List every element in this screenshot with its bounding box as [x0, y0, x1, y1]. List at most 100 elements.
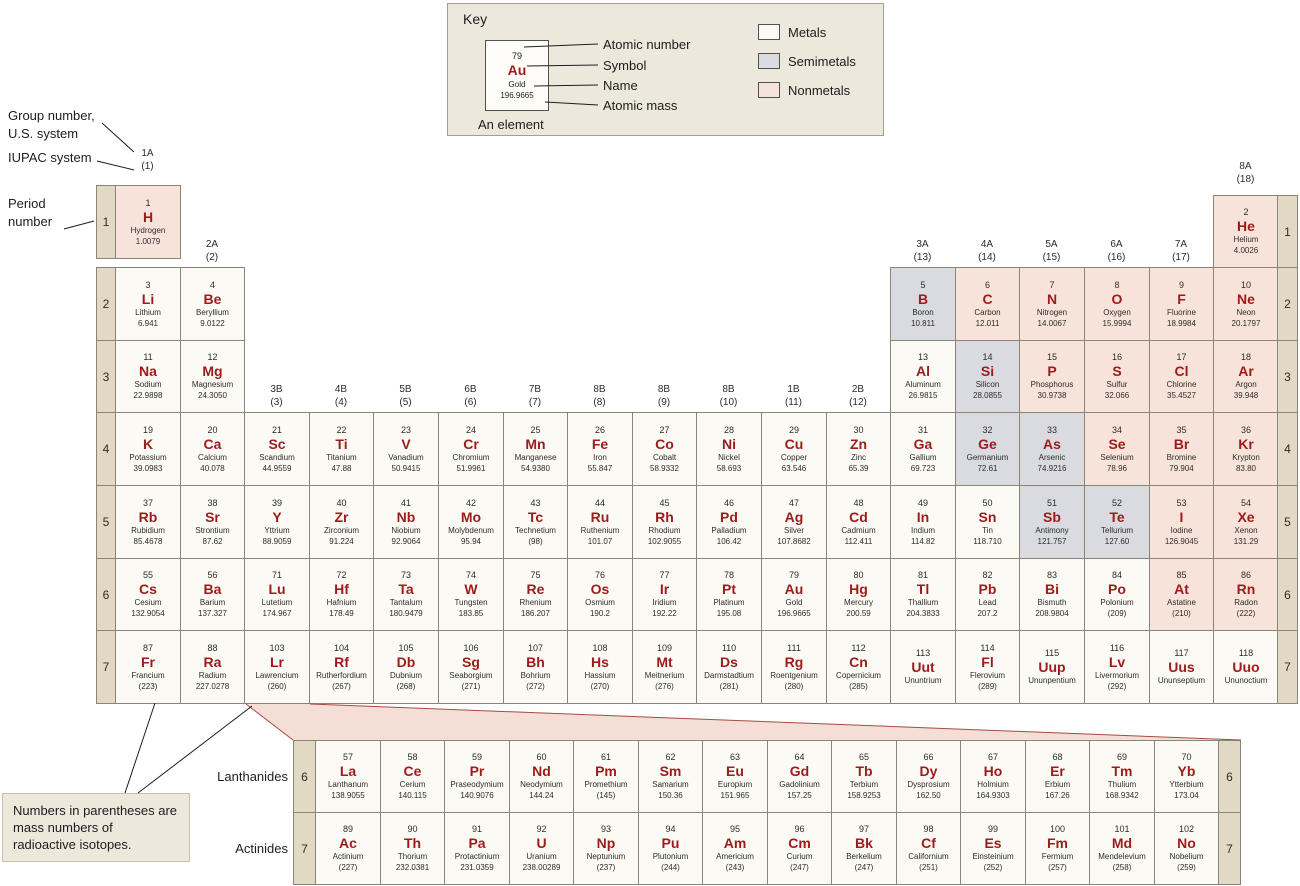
group-label-2B-12: 2B (12): [826, 383, 890, 410]
element-H: 1 H Hydrogen 1.0079: [115, 185, 181, 259]
atomic-mass: 164.9303: [976, 791, 1010, 800]
atomic-mass: (276): [655, 681, 674, 691]
element-Br: 35 Br Bromine 79.904: [1149, 412, 1214, 486]
element-name: Polonium: [1100, 598, 1134, 607]
atomic-number: 80: [853, 570, 864, 580]
element-Th: 90 Th Thorium 232.0381: [380, 812, 445, 885]
group-us-label: 8B: [722, 384, 735, 395]
element-symbol: La: [339, 763, 357, 779]
atomic-mass: 55.847: [587, 463, 613, 473]
element-name: Radon: [1234, 598, 1258, 607]
element-symbol: Ni: [722, 435, 736, 452]
group-label-1A-1: 1A (1): [115, 147, 180, 174]
element-Fe: 26 Fe Iron 55.847: [567, 412, 633, 486]
atomic-number: 31: [917, 424, 928, 435]
element-symbol: Ac: [339, 835, 357, 851]
atomic-number: 17: [1176, 352, 1187, 362]
atomic-number: 33: [1046, 424, 1057, 435]
element-Uuo: 118 Uuo Ununoctium: [1213, 630, 1279, 704]
atomic-mass: 58.693: [716, 463, 742, 473]
atomic-number: 100: [1049, 824, 1066, 834]
element-symbol: Ce: [403, 763, 422, 779]
group-iupac-label: (8): [593, 397, 606, 408]
element-symbol: Kr: [1238, 435, 1254, 452]
element-Al: 13 Al Aluminum 26.9815: [890, 340, 956, 413]
element-name: Darmstadtium: [704, 670, 754, 680]
atomic-mass: 32.066: [1104, 391, 1130, 400]
element-Lu: 71 Lu Lutetium 174.967: [244, 558, 310, 631]
element-Tm: 69 Tm Thulium 168.9342: [1089, 740, 1155, 813]
atomic-number: 57: [342, 752, 353, 762]
key-label-name: Name: [603, 78, 638, 93]
element-name: Neodymium: [520, 780, 563, 789]
key-example-element: 79 Au Gold 196.9665: [485, 40, 549, 111]
atomic-mass: 162.50: [916, 791, 941, 800]
element-name: Francium: [131, 670, 165, 680]
element-Kr: 36 Kr Krypton 83.80: [1213, 412, 1279, 486]
element-symbol: Db: [396, 653, 416, 670]
element-name: Livermorium: [1094, 670, 1139, 680]
element-Li: 3 Li Lithium 6.941: [115, 267, 181, 341]
atomic-mass: 1.0079: [135, 236, 161, 246]
atomic-number: 9: [1178, 279, 1184, 290]
group-us-label: 4B: [334, 384, 348, 395]
element-symbol: Zn: [849, 435, 868, 452]
atomic-number: 60: [536, 752, 547, 762]
element-name: Nitrogen: [1036, 307, 1068, 317]
atomic-mass: (280): [784, 681, 804, 691]
period-number-left-6: 6: [96, 558, 116, 631]
period-number-pointer-line: [63, 220, 95, 230]
element-symbol: H: [142, 208, 154, 225]
element-name: Rubidium: [131, 525, 165, 535]
atomic-number: 25: [530, 424, 541, 435]
element-Ta: 73 Ta Tantalum 180.9479: [373, 558, 439, 631]
element-symbol: Fr: [141, 653, 155, 670]
element-symbol: Pa: [468, 835, 486, 851]
element-symbol: Nb: [396, 508, 416, 525]
group-us-label: 5A: [1045, 239, 1058, 250]
element-symbol: Ca: [203, 435, 222, 452]
atomic-number: 12: [207, 352, 218, 362]
element-symbol: Ar: [1238, 363, 1254, 379]
element-Uup: 115 Uup Ununpentium: [1019, 630, 1085, 704]
atomic-number: 87: [142, 642, 153, 653]
group-label-7A-17: 7A (17): [1149, 238, 1213, 265]
key-title: Key: [463, 11, 488, 27]
atomic-number: 15: [1046, 352, 1057, 362]
element-name: Ruthenium: [580, 525, 620, 535]
atomic-mass: 208.9804: [1035, 609, 1069, 618]
element-symbol: Ti: [335, 435, 348, 452]
element-Dy: 66 Dy Dysprosium 162.50: [896, 740, 961, 813]
group-us-label: 4A: [980, 239, 994, 250]
element-name: Antimony: [1035, 525, 1069, 535]
atomic-mass: 72.61: [977, 463, 998, 473]
atomic-mass: 20.1797: [1231, 318, 1261, 328]
element-name: Dubnium: [389, 670, 422, 680]
element-Fr: 87 Fr Francium (223): [115, 630, 181, 704]
atomic-number: 104: [333, 642, 350, 653]
atomic-number: 102: [1178, 824, 1195, 834]
element-symbol: Xe: [1237, 508, 1255, 525]
atomic-mass: (98): [528, 536, 543, 546]
group-label-4B-4: 4B (4): [309, 383, 373, 410]
element-name: Nickel: [718, 452, 740, 462]
element-symbol: Pr: [469, 763, 485, 779]
group-iupac-label: (16): [1107, 252, 1126, 263]
element-name: Praseodymium: [450, 780, 504, 789]
element-symbol: Ds: [720, 653, 738, 670]
atomic-mass: 231.0359: [460, 863, 494, 872]
atomic-mass: 79.904: [1169, 463, 1194, 473]
atomic-number: 7: [1049, 279, 1055, 290]
atomic-number: 63: [729, 752, 740, 762]
element-name: Plutonium: [652, 852, 689, 861]
element-name: Bohrium: [520, 670, 551, 680]
element-name: Oxygen: [1103, 307, 1131, 317]
atomic-number: 107: [527, 642, 544, 653]
element-symbol: Zr: [334, 508, 349, 525]
element-Np: 93 Np Neptunium (237): [573, 812, 639, 885]
atomic-number: 111: [787, 642, 801, 653]
atomic-number: 73: [400, 570, 411, 580]
legend-item-semimetals: Semimetals: [758, 53, 856, 69]
legend-item-metals: Metals: [758, 24, 856, 40]
